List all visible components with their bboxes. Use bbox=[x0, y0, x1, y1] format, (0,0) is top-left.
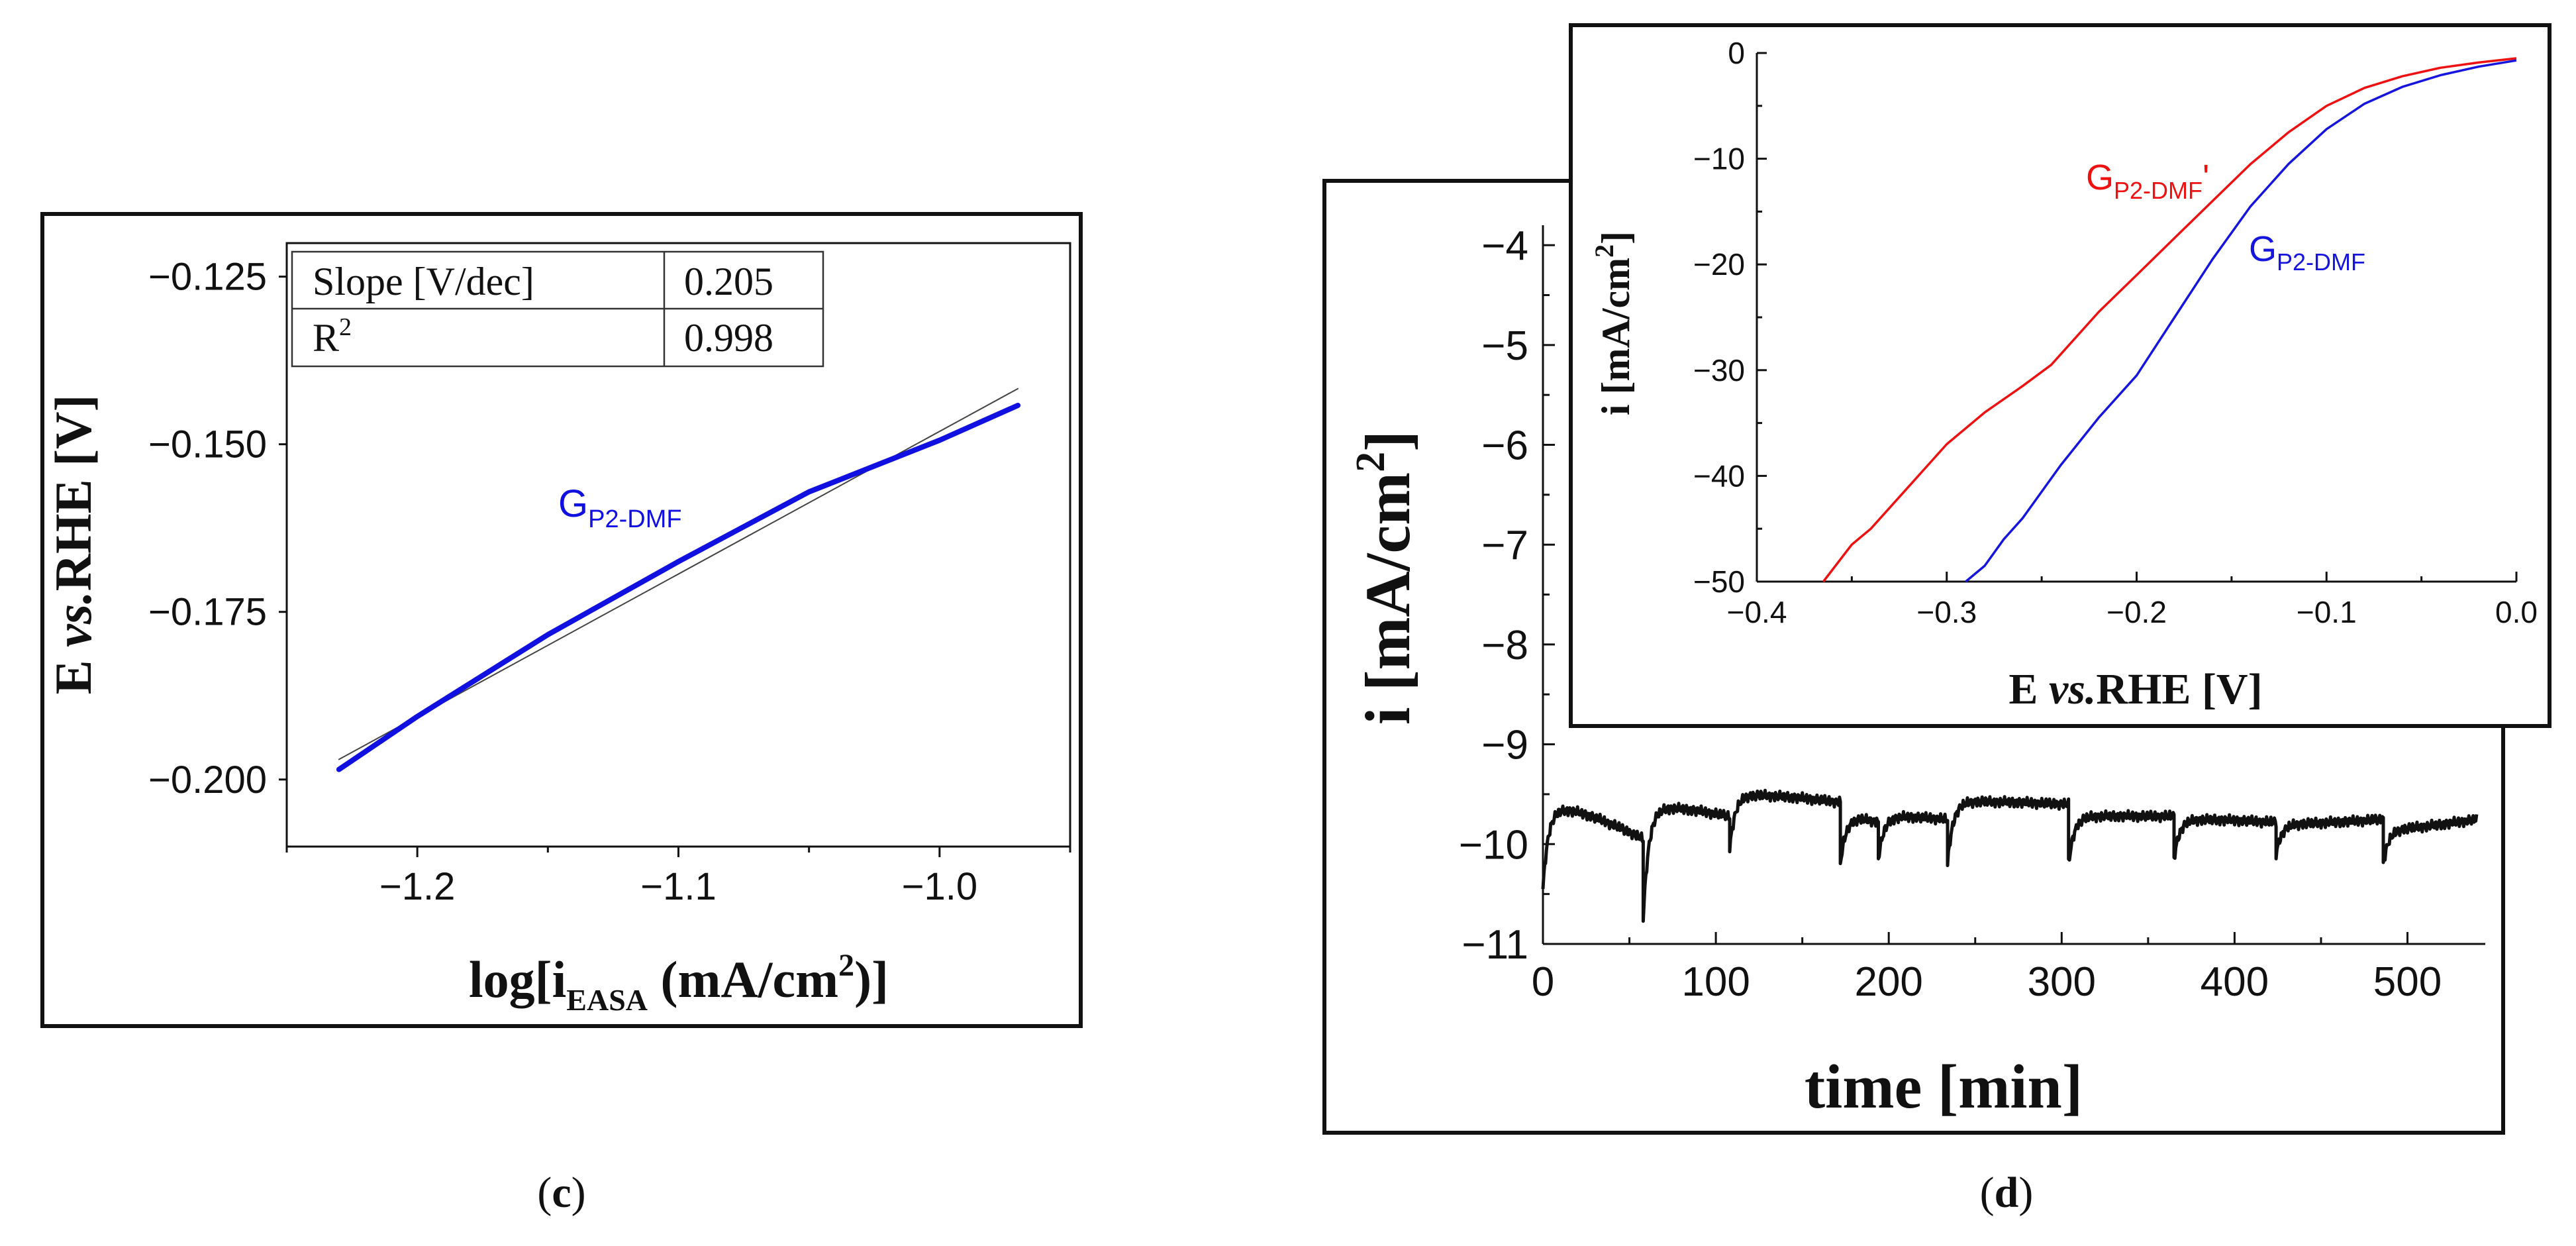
panel-c-series bbox=[336, 388, 1021, 772]
inset-x-tick-label: −0.3 bbox=[1916, 595, 1977, 629]
fit-table-r2-value: 0.998 bbox=[684, 316, 773, 360]
panel-d: 0 100 200 300 400 500 −4 −5 −6 −7 −8 −9 −10 −11 time … bbox=[1322, 23, 2551, 1217]
c-y-tick-label: −0.125 bbox=[148, 256, 267, 299]
inset-ticks: −0.4 −0.3 −0.2 −0.1 0.0 0 −10 −20 −30 −40 −50 bbox=[1693, 36, 2538, 629]
panel-d-x-axis-label: time [min] bbox=[1805, 1053, 2083, 1121]
inset-x-tick-label: −0.1 bbox=[2297, 595, 2357, 629]
c-x-tick-label: −1.2 bbox=[379, 865, 456, 908]
inset-series bbox=[1822, 57, 2517, 583]
panel-c-caption: (c) bbox=[537, 1168, 585, 1217]
fit-table-slope-label: Slope [V/dec] bbox=[313, 260, 534, 303]
inset-label-red: GP2-DMF' bbox=[2086, 158, 2209, 204]
panel-d-ticks: 0 100 200 300 400 500 −4 −5 −6 −7 −8 −9 −10 −11 bbox=[1459, 223, 2442, 1005]
inset-label-blue: GP2-DMF bbox=[2249, 229, 2365, 276]
inset-y-tick-label: −20 bbox=[1693, 247, 1745, 282]
fit-table: Slope [V/dec] 0.205 R2 0.998 bbox=[291, 250, 824, 368]
d-x-tick-label: 200 bbox=[1854, 959, 1922, 1005]
panel-c-legend-label: GP2-DMF bbox=[558, 482, 682, 533]
d-x-tick-label: 0 bbox=[1532, 959, 1554, 1005]
d-x-tick-label: 400 bbox=[2201, 959, 2269, 1005]
inset-frame bbox=[1569, 23, 2551, 728]
inset-x-tick-label: −0.4 bbox=[1727, 595, 1787, 629]
inset-y-tick-label: −50 bbox=[1693, 564, 1745, 599]
panel-d-caption: (d) bbox=[1980, 1168, 2034, 1217]
d-y-tick-label: −7 bbox=[1481, 523, 1528, 568]
d-y-tick-label: −10 bbox=[1459, 822, 1528, 868]
d-y-tick-label: −8 bbox=[1481, 623, 1528, 668]
d-y-tick-label: −6 bbox=[1481, 423, 1528, 469]
c-y-tick-label: −0.150 bbox=[148, 423, 267, 466]
inset-x-tick-label: 0.0 bbox=[2495, 595, 2538, 629]
d-y-tick-label: −11 bbox=[1461, 922, 1528, 968]
d-x-tick-label: 500 bbox=[2373, 959, 2442, 1005]
d-y-tick-label: −4 bbox=[1481, 223, 1528, 269]
inset-y-tick-label: −10 bbox=[1693, 142, 1745, 176]
c-series-gp2-dmf bbox=[336, 403, 1021, 772]
inset-y-tick-label: −40 bbox=[1693, 458, 1745, 493]
panel-d-y-axis-label: i [mA/cm2] bbox=[1348, 431, 1423, 725]
panel-c-ticks: −1.2 −1.1 −1.0 −0.125 −0.150 −0.175 −0.200 bbox=[148, 256, 1071, 908]
d-x-tick-label: 300 bbox=[2028, 959, 2096, 1005]
inset-d: −0.4 −0.3 −0.2 −0.1 0.0 0 −10 −20 −30 −40 −50 GP2-… bbox=[1569, 23, 2551, 728]
inset-y-axis-label: i [mA/cm2] bbox=[1589, 231, 1638, 415]
d-x-tick-label: 100 bbox=[1681, 959, 1750, 1005]
d-series-chronoamperometry bbox=[1541, 788, 2479, 923]
d-y-tick-label: −9 bbox=[1481, 723, 1528, 768]
inset-x-tick-label: −0.2 bbox=[2106, 595, 2167, 629]
inset-y-tick-label: −30 bbox=[1693, 353, 1745, 388]
c-y-tick-label: −0.175 bbox=[148, 591, 267, 634]
inset-y-tick-label: 0 bbox=[1728, 36, 1745, 70]
inset-series-red bbox=[1822, 57, 2517, 583]
panel-c-x-axis-label: log[iEASA (mA/cm2)] bbox=[469, 948, 889, 1017]
c-y-tick-label: −0.200 bbox=[148, 758, 267, 802]
d-y-tick-label: −5 bbox=[1481, 323, 1528, 369]
panel-c-y-axis-label: E vs.RHE [V] bbox=[44, 395, 102, 695]
panel-c: −1.2 −1.1 −1.0 −0.125 −0.150 −0.175 −0.200 Slo… bbox=[40, 212, 1083, 1217]
c-x-tick-label: −1.0 bbox=[902, 865, 978, 908]
c-x-tick-label: −1.1 bbox=[640, 865, 717, 908]
inset-x-axis-label: E vs.RHE [V] bbox=[2008, 665, 2262, 713]
fit-table-slope-value: 0.205 bbox=[684, 260, 773, 303]
fit-table-r2-label: R2 bbox=[313, 313, 352, 360]
inset-series-blue bbox=[1965, 59, 2517, 583]
panel-d-series bbox=[1541, 788, 2479, 923]
